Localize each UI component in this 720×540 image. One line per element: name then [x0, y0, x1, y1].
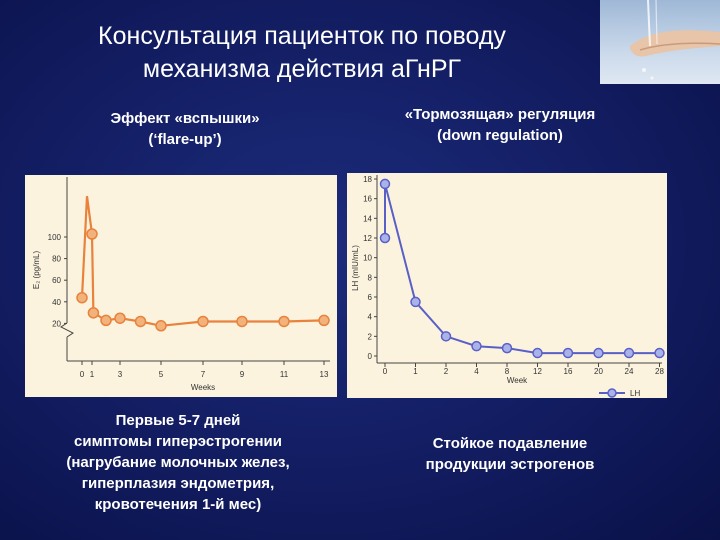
right-caption-line: Стойкое подавление — [432, 435, 588, 452]
x-tick-label: 24 — [625, 367, 634, 376]
lh-data-point — [379, 232, 391, 244]
slide-title: Консультация пациенток по поводу механиз… — [22, 20, 582, 86]
e2-series-line — [80, 196, 325, 327]
x-tick-label: 4 — [474, 367, 479, 376]
left-caption-line: (нагрубание молочных желез, — [66, 454, 290, 471]
e2-data-point — [114, 312, 126, 324]
e2-data-point — [197, 315, 209, 328]
y-tick-label: 14 — [363, 214, 372, 223]
lh-series-line — [384, 183, 660, 355]
e2-data-point — [86, 228, 98, 240]
x-tick-label: 0 — [80, 370, 85, 379]
lh-data-point — [379, 178, 391, 190]
y-axis-label: E₂ (pg/mL) — [32, 251, 41, 290]
x-tick-label: 16 — [564, 367, 573, 376]
left-caption-line: симптомы гиперэстрогении — [74, 433, 282, 450]
x-tick-label: 1 — [413, 367, 418, 376]
lh-data-point — [593, 347, 604, 359]
e2-data-point — [134, 315, 147, 328]
y-tick-label: 8 — [368, 273, 373, 282]
legend-marker — [607, 388, 617, 398]
x-tick-label: 11 — [280, 370, 289, 379]
x-tick-label: 1 — [90, 370, 95, 379]
lh-data-point — [654, 347, 665, 359]
lh-data-point — [410, 296, 421, 308]
right-heading-line2: (down regulation) — [437, 127, 563, 144]
axis-break — [60, 322, 74, 338]
legend-label: LH — [630, 389, 640, 398]
flare-up-chart: 20 40 60 80 100 0 1 3 5 7 9 11 13 Weeks E₂ (pg/mL) — [25, 175, 337, 397]
water-hands-photo — [600, 0, 720, 84]
e2-data-point — [87, 307, 100, 319]
y-tick-label: 80 — [52, 255, 61, 264]
y-tick-label: 100 — [48, 233, 62, 242]
e2-data-point — [76, 291, 88, 304]
left-caption-line: гиперплазия эндометрия, — [81, 475, 275, 492]
x-tick-label: 2 — [444, 367, 449, 376]
e2-data-point — [155, 320, 167, 332]
lh-data-point — [532, 347, 543, 359]
slide-title-line1: Консультация пациенток по поводу — [98, 22, 506, 50]
x-tick-label: 0 — [383, 367, 388, 376]
slide-title-line2: механизма действия аГнРГ — [142, 55, 462, 83]
x-tick-label: 12 — [533, 367, 542, 376]
lh-data-point — [623, 347, 635, 359]
left-heading-line2: (‘flare-up’) — [148, 131, 222, 148]
x-tick-label: 13 — [320, 370, 329, 379]
e2-data-point — [236, 315, 248, 328]
x-tick-label: 8 — [505, 367, 510, 376]
y-tick-label: 40 — [52, 298, 61, 307]
y-axis-label: LH (mIU/mL) — [351, 245, 360, 291]
lh-data-point — [562, 347, 574, 359]
hands-illustration — [630, 0, 720, 80]
y-tick-label: 16 — [363, 195, 372, 204]
x-tick-label: 9 — [240, 370, 245, 379]
right-heading: «Тормозящая» регуляция (down regulation) — [355, 104, 645, 146]
y-tick-label: 12 — [363, 234, 372, 243]
x-axis-label: Week — [507, 376, 528, 385]
right-heading-line1: «Тормозящая» регуляция — [404, 106, 596, 123]
x-tick-label: 3 — [118, 370, 123, 379]
x-tick-label: 7 — [201, 370, 206, 379]
y-tick-label: 20 — [52, 319, 61, 328]
lh-data-point — [471, 340, 482, 352]
y-tick-label: 0 — [368, 352, 373, 361]
x-axis-label: Weeks — [191, 383, 215, 392]
y-tick-label: 4 — [368, 313, 373, 322]
left-heading: Эффект «вспышки» (‘flare-up’) — [70, 108, 300, 150]
left-heading-line1: Эффект «вспышки» — [110, 110, 260, 127]
left-caption-line: Первые 5-7 дней — [115, 412, 241, 429]
right-caption: Стойкое подавление продукции эстрогенов — [380, 433, 640, 475]
x-tick-label: 28 — [655, 367, 664, 376]
y-tick-label: 10 — [363, 254, 372, 263]
lh-data-point — [440, 331, 452, 342]
x-tick-label: 5 — [159, 370, 164, 379]
y-tick-label: 18 — [363, 175, 372, 184]
y-tick-label: 6 — [368, 293, 373, 302]
e2-data-point — [100, 314, 112, 327]
e2-data-point — [278, 315, 290, 328]
down-regulation-chart: 0 2 4 6 8 10 12 14 16 18 0 1 2 4 8 12 16 20 24 28 Week LH (mI… — [347, 173, 667, 398]
right-caption-line: продукции эстрогенов — [425, 456, 595, 473]
left-caption-line: кровотечения 1-й мес) — [94, 496, 262, 513]
e2-data-point — [318, 314, 330, 327]
lh-data-point — [501, 342, 513, 354]
left-caption: Первые 5-7 дней симптомы гиперэстрогении… — [28, 410, 328, 515]
x-tick-label: 20 — [594, 367, 603, 376]
y-tick-label: 2 — [368, 332, 373, 341]
y-tick-label: 60 — [52, 276, 61, 285]
